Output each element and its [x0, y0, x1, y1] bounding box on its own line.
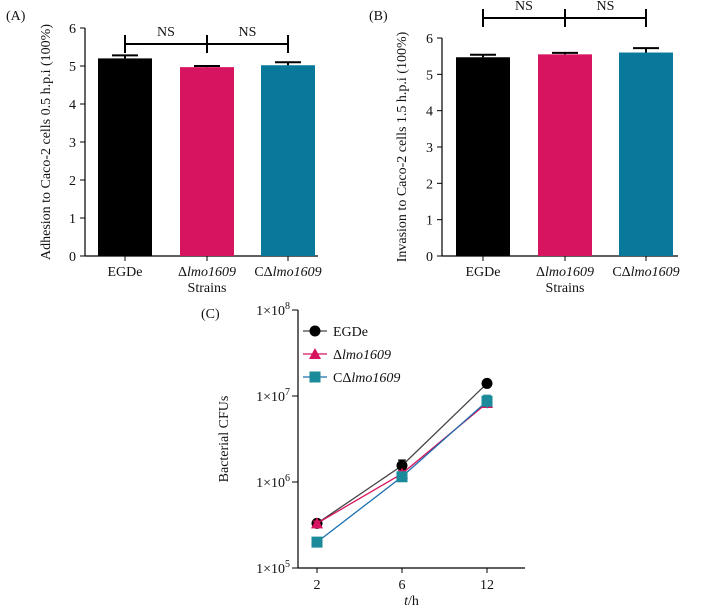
y-axis-label: Invasion to Caco-2 cells 1.5 h.p.i (100%… — [395, 31, 410, 262]
legend-label: CΔlmo1609 — [333, 371, 400, 386]
x-axis-label: Strains — [546, 281, 585, 296]
x-category-label: CΔlmo1609 — [612, 265, 679, 280]
x-category-label: Δlmo1609 — [178, 265, 236, 280]
data-point — [396, 460, 408, 472]
series-1 — [311, 377, 493, 529]
x-category-label: Δlmo1609 — [536, 265, 594, 280]
legend-marker — [309, 348, 321, 359]
legend-marker — [309, 371, 321, 383]
bar-1 — [456, 57, 510, 256]
significance-label: NS — [515, 0, 533, 14]
legend-label: EGDe — [333, 325, 368, 340]
y-tick-label: 1×105 — [256, 559, 290, 577]
x-tick-label: 6 — [399, 578, 406, 593]
y-tick-label: 2 — [426, 177, 433, 192]
x-axis-label: t/h — [404, 594, 419, 609]
x-category-label: EGDe — [108, 265, 143, 280]
bar-2 — [180, 67, 234, 256]
y-tick-label: 4 — [426, 105, 433, 120]
legend-label: Δlmo1609 — [333, 348, 391, 363]
legend: EGDe Δlmo1609 CΔlmo1609 — [303, 325, 400, 386]
x-tick-label: 2 — [314, 578, 321, 593]
significance-label: NS — [239, 25, 257, 40]
significance-label: NS — [597, 0, 615, 14]
data-point — [396, 471, 408, 483]
data-point — [481, 395, 493, 407]
bar-3 — [261, 65, 315, 257]
x-axis-label: Strains — [188, 281, 227, 296]
y-tick-label: 1×106 — [256, 473, 290, 491]
panel-label: (A) — [6, 9, 26, 24]
data-point — [311, 536, 323, 548]
panel-label: (B) — [369, 9, 388, 24]
significance-label: NS — [157, 25, 175, 40]
data-point — [481, 377, 493, 389]
legend-marker — [309, 325, 321, 337]
series-line — [316, 382, 488, 524]
series-3 — [311, 394, 493, 548]
y-tick-label: 6 — [69, 22, 76, 37]
y-axis-label: Adhesion to Caco-2 cells 0.5 h.p.i (100%… — [39, 24, 54, 260]
panel-label: (C) — [201, 307, 220, 322]
y-tick-label: 0 — [426, 250, 433, 265]
x-category-label: EGDe — [466, 265, 501, 280]
data-point — [311, 517, 323, 529]
y-tick-label: 1 — [69, 212, 76, 227]
y-tick-label: 2 — [69, 174, 76, 189]
y-tick-label: 3 — [69, 136, 76, 151]
y-tick-label: 4 — [69, 98, 76, 113]
bar-1 — [98, 58, 152, 257]
y-tick-label: 5 — [426, 68, 433, 83]
line-panel-c: (C) 1×105 1×106 1×107 1×108 Bacterial CFUs 2 6 1… — [201, 301, 525, 609]
bar-2 — [538, 54, 592, 256]
bar-panel-a: (A) 0 1 2 3 4 5 6 Adhesion to Caco-2 cells 0.5 h… — [6, 9, 322, 296]
x-tick-label: 12 — [480, 578, 494, 593]
y-tick-label: 0 — [69, 250, 76, 265]
y-tick-label: 1×107 — [256, 387, 290, 405]
y-tick-label: 6 — [426, 32, 433, 47]
y-tick-label: 1 — [426, 214, 433, 229]
bar-panel-b: (B) 0 1 2 3 4 5 6 Invasion to Caco-2 cells 1.5 h… — [369, 0, 680, 296]
y-axis-label: Bacterial CFUs — [217, 396, 232, 483]
y-tick-label: 3 — [426, 141, 433, 156]
bar-3 — [619, 52, 673, 257]
x-category-label: CΔlmo1609 — [254, 265, 321, 280]
y-tick-label: 5 — [69, 60, 76, 75]
y-tick-label: 1×108 — [256, 301, 290, 319]
